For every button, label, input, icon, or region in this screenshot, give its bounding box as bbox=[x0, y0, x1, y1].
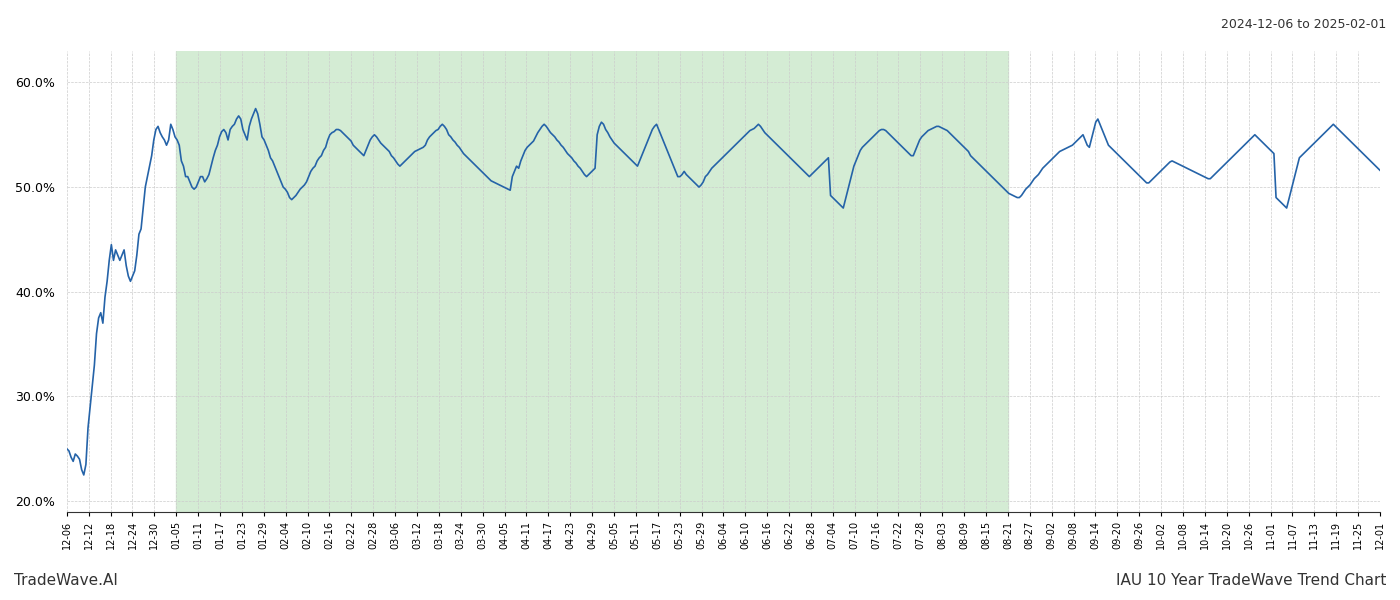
Text: TradeWave.AI: TradeWave.AI bbox=[14, 573, 118, 588]
Bar bbox=[176, 51, 1008, 512]
Text: 2024-12-06 to 2025-02-01: 2024-12-06 to 2025-02-01 bbox=[1221, 18, 1386, 31]
Text: IAU 10 Year TradeWave Trend Chart: IAU 10 Year TradeWave Trend Chart bbox=[1116, 573, 1386, 588]
